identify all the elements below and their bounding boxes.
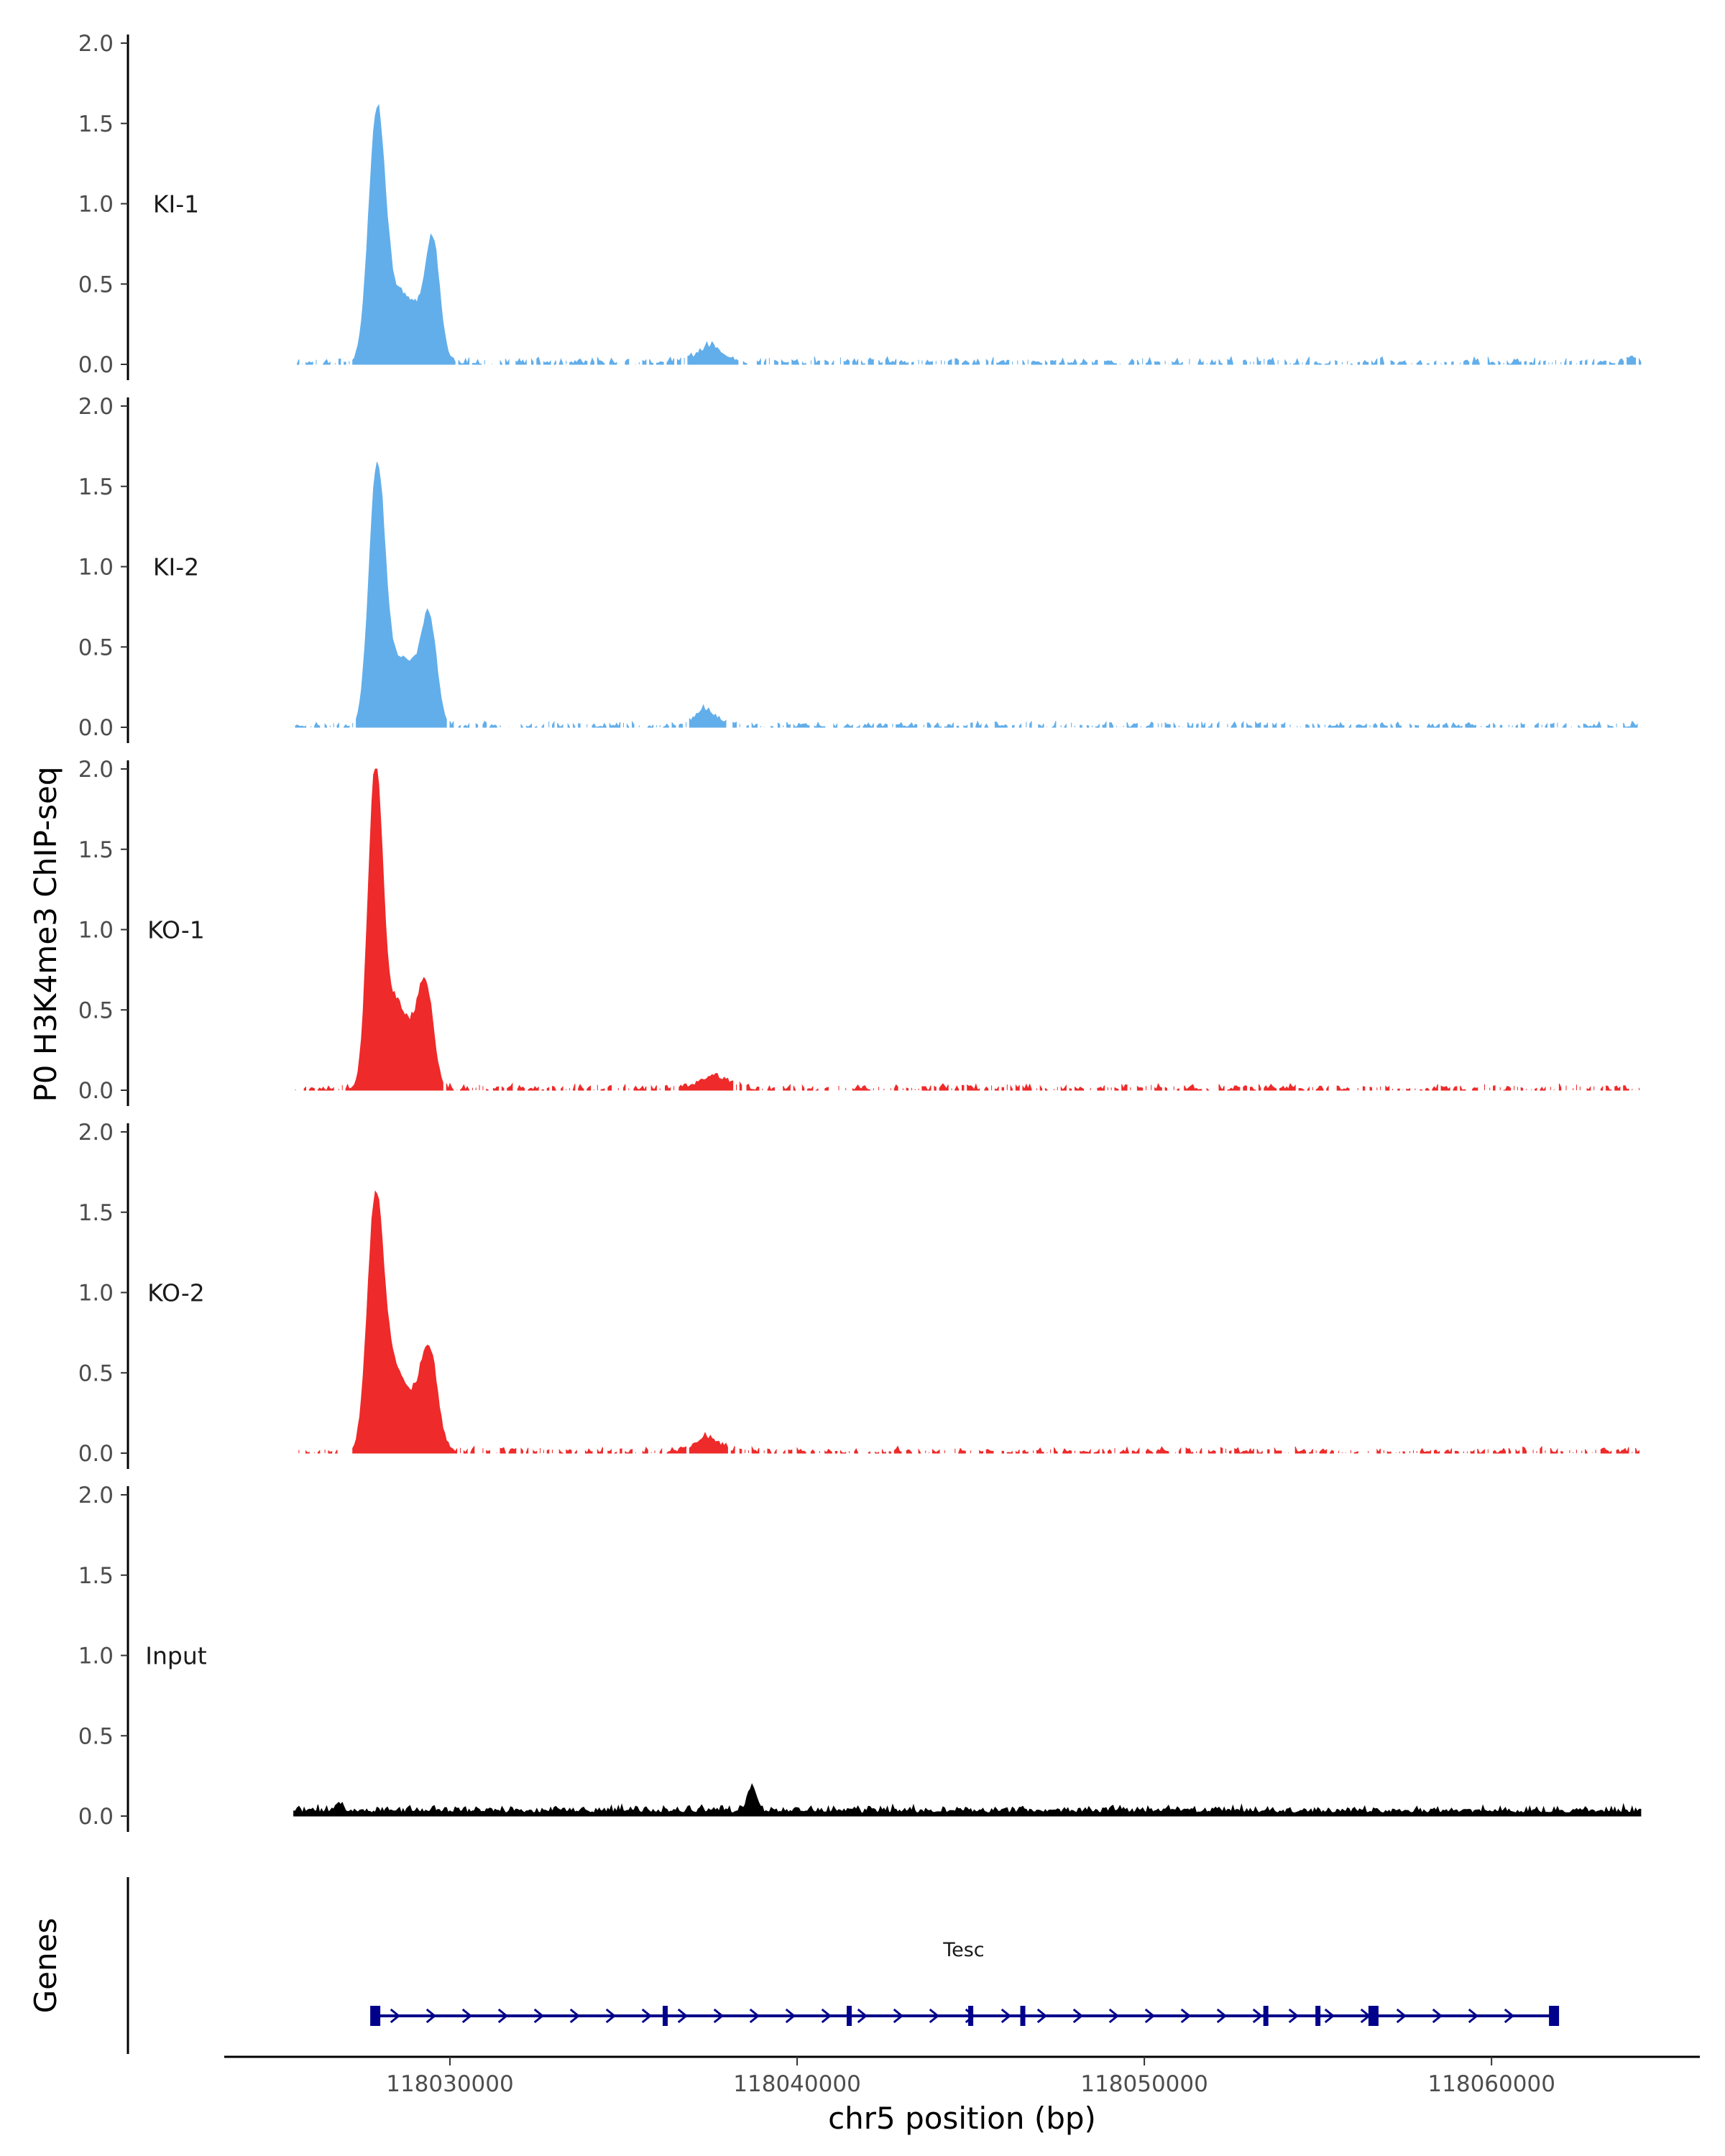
strand-arrow	[1468, 2008, 1479, 2024]
strand-arrow	[533, 2008, 545, 2024]
strand-arrow	[641, 2008, 653, 2024]
strand-arrow	[749, 2008, 760, 2024]
exon	[662, 2006, 668, 2026]
y-tick-label: 2.0	[78, 394, 114, 420]
x-tick-label: 118040000	[733, 2071, 861, 2097]
y-tick-label: 2.0	[78, 757, 114, 783]
exon	[1549, 2006, 1560, 2026]
strand-arrow	[821, 2008, 832, 2024]
strand-arrow	[1000, 2008, 1012, 2024]
track-label: KI-1	[153, 190, 199, 218]
strand-arrow	[1252, 2008, 1264, 2024]
y-tick-label: 0.0	[78, 1441, 114, 1467]
strand-arrow	[390, 2008, 401, 2024]
exon	[968, 2006, 974, 2026]
y-tick-label: 2.0	[78, 1483, 114, 1508]
strand-arrow	[893, 2008, 904, 2024]
strand-arrow	[497, 2008, 509, 2024]
signal-tracks: 0.00.51.01.52.0KI-10.00.51.01.52.0KI-20.…	[78, 31, 1642, 1832]
track-ki-1: 0.0 0.5 1.0 1.5 2.0 KI-1	[78, 31, 1642, 380]
y-axis-title: P0 H3K4me3 ChIP-seq	[28, 766, 63, 1102]
y-tick-label: 0.0	[78, 1078, 114, 1104]
track-label: KO-2	[147, 1279, 205, 1307]
y-tick-label: 0.5	[78, 1723, 114, 1749]
x-axis: 118030000 118040000 118050000 118060000	[224, 2055, 1700, 2097]
strand-arrow	[1072, 2008, 1084, 2024]
track-ko-2: 0.0 0.5 1.0 1.5 2.0 KO-2	[78, 1120, 1639, 1469]
track-ki-2: 0.0 0.5 1.0 1.5 2.0 KI-2	[78, 394, 1642, 743]
strand-arrow	[1036, 2008, 1048, 2024]
y-tick-label: 1.5	[78, 1563, 114, 1589]
strand-arrow	[1288, 2008, 1300, 2024]
track-label: KI-2	[153, 553, 199, 581]
strand-arrow	[1108, 2008, 1120, 2024]
y-tick-label: 1.0	[78, 918, 114, 944]
y-tick-label: 0.5	[78, 635, 114, 660]
signal-area	[293, 1783, 1642, 1817]
y-tick-label: 0.5	[78, 1360, 114, 1386]
y-tick-label: 0.0	[78, 1804, 114, 1830]
track-ko-1: 0.0 0.5 1.0 1.5 2.0 KO-1	[78, 757, 1639, 1106]
strand-arrow	[1216, 2008, 1228, 2024]
y-tick-label: 1.5	[78, 1200, 114, 1226]
strand-arrow	[1396, 2008, 1407, 2024]
y-tick-label: 0.0	[78, 715, 114, 741]
strand-arrow	[1432, 2008, 1443, 2024]
strand-arrow	[857, 2008, 868, 2024]
y-tick-label: 1.5	[78, 837, 114, 863]
x-tick-label: 118050000	[1080, 2071, 1208, 2097]
y-tick-label: 1.5	[78, 474, 114, 500]
strand-arrow	[426, 2008, 437, 2024]
x-tick-label: 118030000	[386, 2071, 514, 2097]
strand-arrow	[1504, 2008, 1515, 2024]
y-tick-label: 1.0	[78, 1644, 114, 1669]
y-tick-label: 0.5	[78, 998, 114, 1023]
signal-area	[296, 103, 1642, 365]
strand-arrow	[461, 2008, 473, 2024]
y-tick-label: 1.0	[78, 192, 114, 218]
strand-arrow	[1324, 2008, 1335, 2024]
y-tick-label: 2.0	[78, 31, 114, 57]
exon	[1368, 2006, 1379, 2026]
strand-arrow	[785, 2008, 796, 2024]
exon	[1263, 2006, 1269, 2026]
y-tick-label: 0.5	[78, 272, 114, 298]
x-axis-title: chr5 position (bp)	[828, 2101, 1096, 2136]
strand-arrow	[569, 2008, 581, 2024]
genes-axis-title: Genes	[28, 1918, 63, 2014]
x-tick-label: 118060000	[1427, 2071, 1555, 2097]
strand-arrow	[605, 2008, 617, 2024]
exon	[1315, 2006, 1321, 2026]
strand-arrow	[677, 2008, 689, 2024]
track-input: 0.0 0.5 1.0 1.5 2.0 Input	[78, 1483, 1642, 1832]
y-tick-label: 0.0	[78, 352, 114, 378]
signal-area	[295, 461, 1642, 728]
y-tick-label: 1.5	[78, 111, 114, 137]
y-tick-label: 2.0	[78, 1120, 114, 1146]
signal-area	[295, 768, 1639, 1091]
y-tick-label: 1.0	[78, 1281, 114, 1307]
exon	[847, 2006, 852, 2026]
strand-arrow	[929, 2008, 940, 2024]
signal-area	[298, 1190, 1639, 1454]
y-tick-label: 1.0	[78, 555, 114, 581]
exon	[370, 2006, 381, 2026]
strand-arrow	[713, 2008, 724, 2024]
track-label: Input	[145, 1642, 207, 1670]
strand-arrow	[1180, 2008, 1192, 2024]
strand-arrow	[1144, 2008, 1156, 2024]
gene-name-label: Tesc	[942, 1939, 984, 1961]
track-label: KO-1	[147, 916, 205, 944]
genes-panel: Tesc	[126, 1877, 1560, 2054]
exon	[1020, 2006, 1026, 2026]
